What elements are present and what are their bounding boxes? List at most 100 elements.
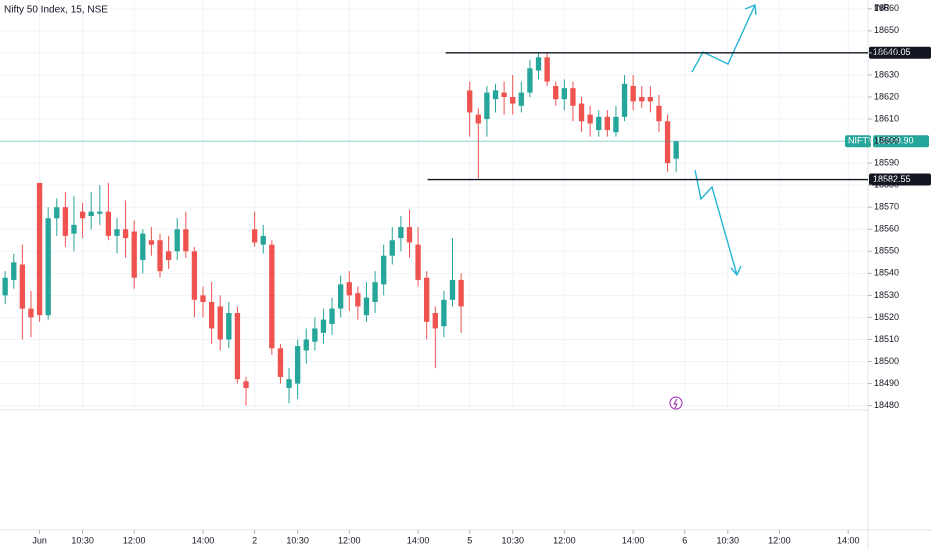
candle-body: [294, 346, 301, 384]
candle-body: [140, 233, 146, 261]
candle-body: [165, 251, 172, 261]
candle-body: [535, 57, 542, 71]
candle-body: [11, 262, 17, 280]
candle-body: [630, 85, 636, 102]
candle-body: [449, 279, 456, 300]
candle-body: [131, 231, 137, 278]
y-tick-label: 18520: [874, 312, 899, 322]
x-tick-label: 12:00: [768, 535, 791, 545]
candle-body: [105, 211, 112, 236]
candle-body: [122, 229, 129, 239]
candle-body: [337, 284, 344, 309]
candle-body: [191, 251, 198, 300]
event-icon[interactable]: [669, 396, 683, 410]
level-label: 18582.55: [873, 174, 911, 184]
candle-body: [501, 92, 507, 97]
candle-body: [578, 103, 585, 122]
candle-body: [441, 299, 447, 327]
candle-body: [174, 229, 180, 252]
x-tick-label: 6: [682, 535, 687, 545]
last-price-name: NIFTY: [848, 136, 874, 146]
x-tick-label: 10:30: [71, 535, 94, 545]
y-tick-label: 18600: [874, 135, 899, 145]
candle-body: [673, 141, 679, 159]
candle-body: [200, 295, 206, 302]
y-tick-label: 18660: [874, 3, 899, 13]
drawing-down-arrow: [694, 169, 742, 277]
x-tick-label: 14:00: [192, 535, 215, 545]
candle-body: [647, 96, 654, 102]
grid: [0, 0, 868, 410]
candle-body: [114, 229, 120, 236]
level-badge: [869, 46, 931, 59]
candle-body: [97, 211, 103, 214]
candle-body: [415, 244, 421, 280]
y-tick-label: 18620: [874, 91, 899, 101]
candle-body: [389, 240, 395, 256]
candle-body: [561, 88, 567, 100]
candle-body: [372, 282, 378, 302]
y-tick-label: 18570: [874, 202, 899, 212]
candle-body: [621, 83, 628, 117]
candle-body: [320, 319, 327, 333]
y-tick-label: 18590: [874, 157, 899, 167]
level-badge: [869, 173, 931, 186]
candle-body: [148, 240, 155, 245]
y-tick-label: 18550: [874, 246, 899, 256]
candle-body: [19, 264, 26, 309]
candle-body: [71, 224, 77, 234]
candle-body: [346, 282, 352, 296]
candle-body: [553, 85, 559, 100]
x-tick-label: 14:00: [407, 535, 430, 545]
candle-body: [269, 244, 275, 349]
candle-body: [527, 68, 533, 93]
last-price-name-badge: [845, 135, 871, 148]
x-tick-label: 12:00: [123, 535, 146, 545]
y-tick-label: 18650: [874, 25, 899, 35]
candle-body: [510, 96, 516, 104]
y-tick-label: 18610: [874, 113, 899, 123]
y-tick-label: 18510: [874, 334, 899, 344]
candle-body: [664, 121, 671, 164]
candle-body: [596, 116, 602, 131]
y-tick-label: 18530: [874, 290, 899, 300]
candle-body: [277, 348, 284, 377]
candle-body: [406, 227, 413, 243]
candle-body: [381, 255, 387, 285]
x-tick-label: 2: [252, 535, 257, 545]
candle-body: [475, 114, 481, 124]
candle-body: [251, 229, 258, 243]
candle-body: [424, 277, 430, 322]
candle-body: [88, 211, 94, 217]
candle-body: [36, 182, 43, 316]
chart-title: Nifty 50 Index, 15, NSE: [4, 5, 108, 16]
candle-body: [2, 277, 8, 296]
candle-body: [467, 90, 473, 113]
currency: INR: [874, 2, 890, 12]
candle-body: [639, 96, 645, 102]
x-tick-label: Jun: [32, 535, 47, 545]
last-price-badge: [873, 135, 929, 148]
candles: [2, 52, 679, 406]
candle-body: [587, 114, 593, 124]
candle-body: [303, 339, 309, 351]
candle-body: [570, 88, 576, 106]
x-tick-label: 10:30: [717, 535, 740, 545]
x-tick-label: 14:00: [622, 535, 645, 545]
candle-body: [28, 308, 34, 318]
candle-body: [183, 229, 189, 252]
candle-body: [355, 293, 361, 307]
y-tick-label: 18540: [874, 268, 899, 278]
candle-body: [217, 306, 223, 340]
y-tick-label: 18640: [874, 47, 899, 57]
candle-body: [432, 313, 438, 329]
x-tick-label: 5: [467, 535, 472, 545]
candle-body: [398, 227, 404, 239]
x-tick-label: 12:00: [553, 535, 576, 545]
candle-body: [226, 313, 232, 340]
candle-body: [243, 381, 249, 388]
candle-body: [79, 211, 86, 219]
candle-body: [363, 297, 370, 316]
